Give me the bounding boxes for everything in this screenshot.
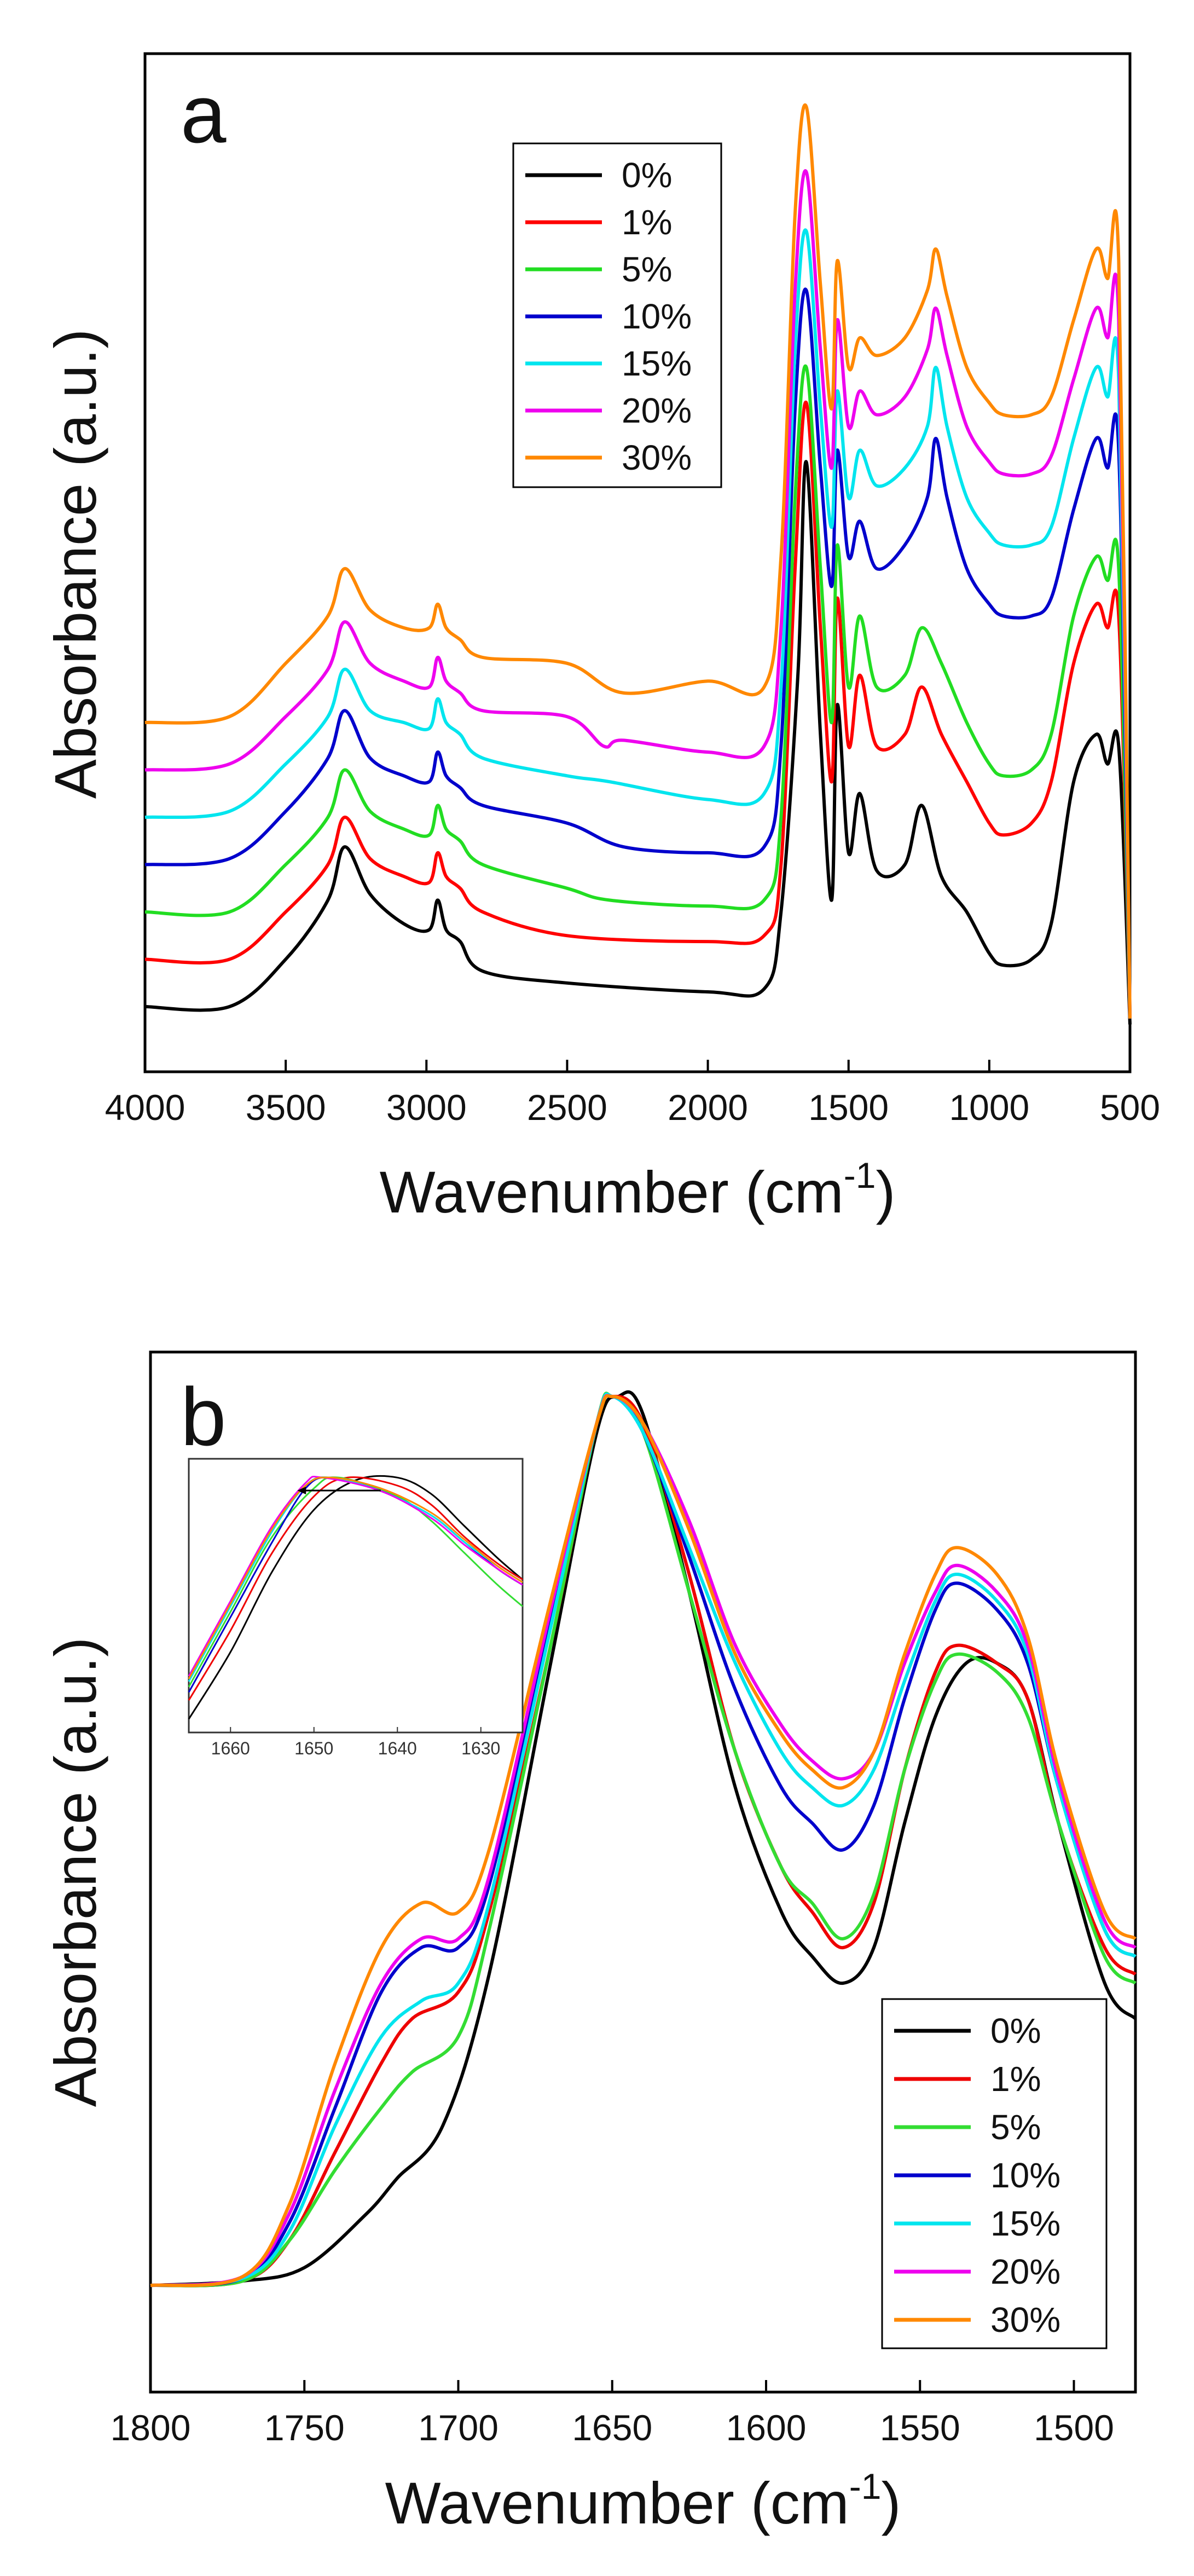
panel-b-inset-series-1 — [188, 1476, 523, 1701]
panel-a-letter: a — [181, 68, 227, 160]
panel-b-x-tick-label-0: 1800 — [111, 2407, 191, 2448]
panel-b-x-tick-label-6: 1500 — [1034, 2407, 1114, 2448]
panel-a-legend-label-0: 0% — [622, 155, 673, 195]
panel-a: a 4000 3500 3000 2500 2000 1500 1000 500 Wavenu… — [42, 52, 1160, 1225]
panel-a-x-tick-label-5: 1500 — [808, 1087, 889, 1128]
panel-a-x-tick-label-3: 2500 — [527, 1087, 607, 1128]
panel-b: b 1800 1750 1700 1650 1600 1550 1500 Wavenumbe… — [42, 1350, 1137, 2536]
panel-b-x-ticks: 1800 1750 1700 1650 1600 1550 1500 — [111, 2380, 1114, 2448]
panel-b-legend-label-1: 1% — [990, 2059, 1041, 2099]
panel-b-x-tick-label-2: 1700 — [418, 2407, 499, 2448]
panel-b-inset-tick-label-1: 1650 — [294, 1738, 333, 1758]
panel-b-x-tick-label-5: 1550 — [880, 2407, 960, 2448]
panel-a-legend: 0% 1% 5% 10% 15% 20% 30% — [512, 142, 722, 488]
panel-a-legend-label-5: 20% — [622, 391, 692, 430]
panel-b-legend-label-3: 10% — [990, 2156, 1060, 2195]
panel-a-legend-label-4: 15% — [622, 344, 692, 383]
panel-b-x-axis-title-close: ) — [881, 2470, 901, 2536]
panel-b-inset-arrow-head — [297, 1487, 306, 1494]
panel-a-x-axis-title-sup: -1 — [844, 1155, 876, 1195]
panel-a-x-tick-label-7: 500 — [1100, 1087, 1160, 1128]
panel-b-legend-label-5: 20% — [990, 2252, 1060, 2291]
panel-b-inset-series-5 — [188, 1475, 523, 1677]
panel-a-x-axis-title-close: ) — [876, 1159, 895, 1225]
panel-b-series-4 — [150, 1392, 1137, 2288]
panel-a-series — [144, 103, 1132, 1025]
panel-a-y-axis-title: Absorbance (a.u.) — [42, 329, 108, 799]
panel-a-series-5 — [144, 169, 1132, 1019]
panel-a-x-axis-title: Wavenumber (cm-1) — [380, 1155, 896, 1225]
panel-a-legend-label-1: 1% — [622, 203, 673, 242]
panel-a-series-4 — [144, 228, 1132, 1019]
panel-a-legend-label-2: 5% — [622, 250, 673, 289]
panel-b-x-axis-title-main: Wavenumber (cm — [385, 2470, 849, 2536]
panel-b-inset: 1660 1650 1640 1630 — [188, 1458, 524, 1758]
panel-a-series-0 — [144, 460, 1132, 1025]
panel-b-series-5 — [150, 1394, 1137, 2288]
panel-b-legend-label-0: 0% — [990, 2011, 1041, 2051]
panel-b-series — [150, 1390, 1137, 2288]
panel-b-x-tick-label-3: 1650 — [572, 2407, 652, 2448]
panel-a-series-2 — [144, 364, 1132, 1019]
panel-a-legend-label-3: 10% — [622, 297, 692, 336]
panel-b-inset-series — [188, 1475, 523, 1720]
panel-b-legend: 0% 1% 5% 10% 15% 20% 30% — [881, 1998, 1108, 2349]
panel-a-x-tick-label-6: 1000 — [949, 1087, 1029, 1128]
panel-a-x-axis-title-main: Wavenumber (cm — [380, 1159, 844, 1225]
panel-a-x-tick-label-2: 3000 — [386, 1087, 467, 1128]
panel-b-series-6 — [150, 1394, 1137, 2288]
panel-b-inset-frame — [188, 1458, 524, 1734]
panel-b-legend-label-2: 5% — [990, 2107, 1041, 2147]
panel-b-x-tick-label-4: 1600 — [726, 2407, 807, 2448]
panel-b-inset-tick-label-2: 1640 — [378, 1738, 417, 1758]
panel-b-legend-label-6: 30% — [990, 2300, 1060, 2340]
panel-b-y-axis-title: Absorbance (a.u.) — [42, 1637, 108, 2107]
panel-b-x-axis-title-sup: -1 — [849, 2466, 882, 2506]
panel-a-series-1 — [144, 400, 1132, 1019]
panel-a-series-6 — [144, 103, 1132, 1019]
panel-a-x-ticks: 4000 3500 3000 2500 2000 1500 1000 500 — [105, 1060, 1160, 1128]
panel-a-x-tick-label-0: 4000 — [105, 1087, 186, 1128]
panel-b-inset-x-ticks: 1660 1650 1640 1630 — [211, 1487, 500, 1758]
panel-b-letter: b — [181, 1371, 226, 1463]
panel-a-x-tick-label-4: 2000 — [668, 1087, 748, 1128]
panel-b-x-tick-label-1: 1750 — [264, 2407, 345, 2448]
plot-b-frame — [149, 1350, 1137, 2394]
panel-a-legend-label-6: 30% — [622, 438, 692, 477]
panel-b-inset-tick-label-3: 1630 — [461, 1738, 500, 1758]
panel-a-series-3 — [144, 287, 1132, 1019]
panel-b-series-1 — [150, 1392, 1137, 2288]
panel-b-series-3 — [150, 1393, 1137, 2288]
panel-b-inset-series-6 — [188, 1476, 523, 1679]
panel-b-x-axis-title: Wavenumber (cm-1) — [385, 2466, 901, 2536]
panel-b-inset-tick-label-0: 1660 — [211, 1738, 250, 1758]
panel-a-x-tick-label-1: 3500 — [246, 1087, 326, 1128]
panel-b-series-2 — [150, 1391, 1137, 2288]
panel-b-legend-label-4: 15% — [990, 2204, 1060, 2243]
plot-a-frame — [143, 52, 1132, 1073]
